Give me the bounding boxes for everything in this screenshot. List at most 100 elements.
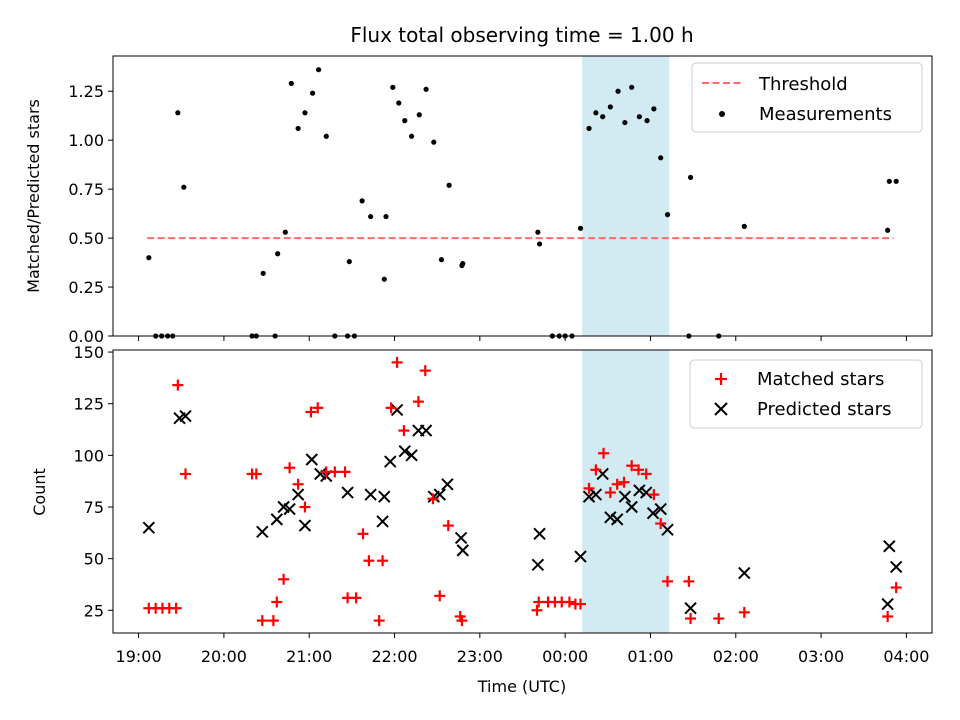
matched-star-point bbox=[391, 356, 403, 368]
bottom-legend-box bbox=[689, 359, 923, 429]
bottom-x-tick-label: 04:00 bbox=[883, 647, 929, 666]
bottom-y-tick-label: 25 bbox=[84, 601, 104, 620]
matched-star-point bbox=[412, 396, 424, 408]
bottom-x-tick-label: 22:00 bbox=[371, 647, 417, 666]
matched-star-point bbox=[250, 468, 262, 480]
top-y-tick-label: 0.75 bbox=[68, 180, 104, 199]
matched-star-point bbox=[685, 613, 697, 625]
predicted-star-point bbox=[883, 540, 896, 553]
measurement-point bbox=[408, 133, 415, 139]
measurement-point bbox=[396, 100, 402, 106]
matched-star-point bbox=[882, 610, 894, 622]
measurement-point bbox=[431, 139, 437, 145]
measurement-point bbox=[368, 213, 374, 220]
matched-star-point bbox=[598, 447, 610, 459]
matched-star-point bbox=[890, 582, 902, 594]
bottom-x-axis-label: Time (UTC) bbox=[477, 677, 566, 696]
measurement-point bbox=[687, 174, 694, 180]
bottom-y-tick-label: 150 bbox=[73, 343, 104, 362]
predicted-star-point bbox=[270, 513, 284, 526]
measurement-point bbox=[535, 229, 541, 235]
predicted-star-point bbox=[419, 424, 433, 437]
measurement-point bbox=[593, 110, 599, 116]
measurement-point bbox=[536, 241, 543, 247]
measurement-point bbox=[664, 212, 671, 218]
predicted-star-point bbox=[364, 488, 377, 501]
predicted-star-point bbox=[142, 521, 156, 534]
matched-star-point bbox=[563, 596, 575, 608]
predicted-star-point bbox=[441, 478, 454, 491]
measurement-point bbox=[644, 118, 650, 124]
matched-star-point bbox=[312, 402, 324, 414]
matched-star-point bbox=[357, 528, 369, 540]
measurement-point bbox=[282, 229, 288, 235]
matched-star-point bbox=[442, 520, 454, 532]
predicted-star-point bbox=[298, 519, 312, 532]
predicted-star-point bbox=[639, 486, 653, 499]
predicted-star-point bbox=[341, 486, 354, 499]
bottom-y-tick-label: 125 bbox=[73, 395, 104, 414]
measurement-point bbox=[390, 84, 396, 90]
bottom-y-axis-label: Count bbox=[30, 468, 49, 516]
matched-star-point bbox=[278, 573, 290, 585]
top-y-ticks: 0.00 0.25 0.50 0.75 1.00 1.25 bbox=[68, 82, 113, 346]
measurement-point bbox=[886, 178, 892, 184]
top-axes-frame bbox=[112, 55, 933, 337]
bottom-x-tick-label: 03:00 bbox=[798, 647, 844, 666]
predicted-star-point bbox=[179, 409, 192, 423]
matched-star-point bbox=[611, 478, 623, 490]
predicted-star-point bbox=[454, 531, 468, 545]
bottom-x-tick-label: 00:00 bbox=[542, 647, 588, 666]
matched-star-point bbox=[575, 598, 587, 610]
top-chart-title: Flux total observing time = 1.00 h bbox=[350, 23, 693, 47]
measurement-point bbox=[651, 106, 657, 112]
predicted-star-point bbox=[618, 490, 632, 503]
predicted-star-point bbox=[256, 525, 269, 538]
measurement-point bbox=[607, 104, 613, 110]
matched-star-point bbox=[626, 460, 638, 472]
measurement-point bbox=[658, 155, 664, 161]
predicted-star-points bbox=[142, 403, 903, 615]
measurement-point bbox=[885, 227, 891, 233]
top-x-ticks bbox=[138, 336, 907, 341]
matched-star-point bbox=[267, 615, 279, 627]
measurement-point bbox=[615, 88, 621, 94]
measurement-point bbox=[741, 223, 747, 229]
predicted-star-point bbox=[881, 597, 894, 611]
matched-star-point bbox=[456, 615, 468, 627]
matched-star-point bbox=[339, 466, 351, 478]
top-y-tick-label: 1.00 bbox=[68, 131, 104, 150]
measurement-point bbox=[310, 90, 316, 96]
bottom-x-tick-label: 21:00 bbox=[286, 647, 332, 666]
measurement-point bbox=[577, 225, 584, 231]
measurement-point bbox=[302, 110, 308, 116]
measurement-point bbox=[629, 84, 635, 90]
predicted-star-point bbox=[889, 560, 903, 574]
predicted-star-point bbox=[533, 527, 546, 541]
bottom-y-ticks: 25 50 75 100 125 150 bbox=[73, 343, 113, 620]
top-y-tick-label: 0.00 bbox=[68, 327, 104, 346]
matched-star-point bbox=[284, 462, 296, 474]
top-y-axis-label: Matched/Predicted stars bbox=[24, 99, 43, 293]
bottom-axes-frame bbox=[112, 349, 933, 634]
matched-star-point bbox=[329, 466, 341, 478]
predicted-star-point bbox=[305, 453, 318, 466]
matched-star-point bbox=[305, 406, 317, 418]
matched-star-point bbox=[170, 602, 182, 614]
bottom-x-ticks: 19:00 20:00 21:00 22:00 23:00 00:00 01:00 02:00… bbox=[116, 633, 929, 666]
predicted-star-point bbox=[604, 511, 617, 524]
measurement-point bbox=[446, 182, 452, 188]
matched-star-point bbox=[385, 402, 397, 414]
measurement-point bbox=[260, 270, 266, 276]
top-panel: 0.00 0.25 0.50 0.75 1.00 1.25 Flux total obse… bbox=[24, 23, 933, 346]
measurement-point bbox=[416, 112, 422, 118]
measurement-point bbox=[402, 118, 408, 124]
bottom-panel: 25 50 75 100 125 150 19:00 20:00 21:00 22:00 23:0… bbox=[30, 343, 933, 696]
matched-star-point bbox=[531, 604, 543, 616]
bottom-x-tick-label: 23:00 bbox=[457, 647, 503, 666]
matched-star-point bbox=[683, 575, 695, 587]
predicted-star-point bbox=[684, 602, 697, 615]
predicted-star-point bbox=[291, 488, 305, 501]
measurement-point bbox=[600, 114, 606, 120]
matched-star-point bbox=[373, 615, 385, 627]
